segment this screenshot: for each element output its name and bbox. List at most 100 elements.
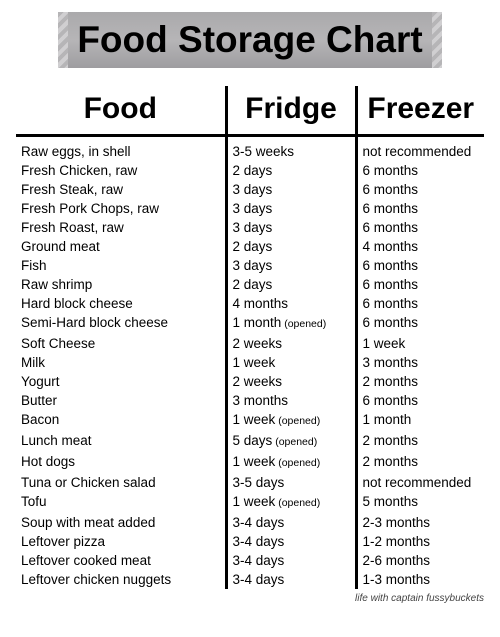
cell-food: Yogurt	[16, 372, 226, 391]
cell-food: Bacon	[16, 410, 226, 431]
cell-freezer: 3 months	[356, 353, 484, 372]
cell-food: Leftover pizza	[16, 532, 226, 551]
col-header-freezer: Freezer	[356, 86, 484, 136]
cell-freezer: 1-3 months	[356, 570, 484, 589]
cell-food: Leftover cooked meat	[16, 551, 226, 570]
cell-fridge: 2 weeks	[226, 334, 356, 353]
table-row: Butter3 months6 months	[16, 391, 484, 410]
cell-fridge: 3 days	[226, 218, 356, 237]
table-row: Soup with meat added3-4 days2-3 months	[16, 513, 484, 532]
cell-food: Fresh Roast, raw	[16, 218, 226, 237]
cell-food: Leftover chicken nuggets	[16, 570, 226, 589]
cell-freezer: 6 months	[356, 199, 484, 218]
cell-freezer: 6 months	[356, 391, 484, 410]
table-row: Ground meat2 days4 months	[16, 237, 484, 256]
table-row: Raw shrimp2 days6 months	[16, 275, 484, 294]
cell-food: Raw eggs, in shell	[16, 142, 226, 161]
cell-food: Fresh Chicken, raw	[16, 161, 226, 180]
table-row: Leftover pizza3-4 days1-2 months	[16, 532, 484, 551]
table-row: Fresh Steak, raw3 days6 months	[16, 180, 484, 199]
table-row: Fresh Pork Chops, raw3 days6 months	[16, 199, 484, 218]
cell-fridge: 1 week (opened)	[226, 410, 356, 431]
cell-fridge: 2 days	[226, 237, 356, 256]
table-row: Milk1 week3 months	[16, 353, 484, 372]
table-row: Leftover chicken nuggets3-4 days1-3 mont…	[16, 570, 484, 589]
cell-freezer: 6 months	[356, 275, 484, 294]
table-row: Fresh Chicken, raw2 days6 months	[16, 161, 484, 180]
cell-food: Soft Cheese	[16, 334, 226, 353]
cell-fridge: 1 week	[226, 353, 356, 372]
cell-fridge: 3-5 days	[226, 473, 356, 492]
cell-food: Hot dogs	[16, 452, 226, 473]
cell-freezer: 2 months	[356, 372, 484, 391]
cell-freezer: 6 months	[356, 161, 484, 180]
cell-fridge: 3-4 days	[226, 570, 356, 589]
cell-fridge: 1 month (opened)	[226, 313, 356, 334]
col-header-fridge: Fridge	[226, 86, 356, 136]
page-title: Food Storage Chart	[77, 19, 422, 61]
cell-fridge: 3 days	[226, 256, 356, 275]
fridge-note: (opened)	[272, 436, 317, 448]
table-row: Hard block cheese4 months6 months	[16, 294, 484, 313]
fridge-note: (opened)	[275, 415, 320, 427]
cell-fridge: 1 week (opened)	[226, 492, 356, 513]
cell-fridge: 1 week (opened)	[226, 452, 356, 473]
cell-fridge: 4 months	[226, 294, 356, 313]
cell-food: Semi-Hard block cheese	[16, 313, 226, 334]
cell-fridge: 5 days (opened)	[226, 431, 356, 452]
col-header-food: Food	[16, 86, 226, 136]
cell-freezer: not recommended	[356, 142, 484, 161]
cell-freezer: 1 month	[356, 410, 484, 431]
cell-food: Ground meat	[16, 237, 226, 256]
cell-fridge: 2 days	[226, 161, 356, 180]
table-row: Raw eggs, in shell3-5 weeksnot recommend…	[16, 142, 484, 161]
cell-fridge: 3 days	[226, 180, 356, 199]
cell-food: Hard block cheese	[16, 294, 226, 313]
fridge-note: (opened)	[275, 457, 320, 469]
credit-line: life with captain fussybuckets	[0, 589, 500, 604]
cell-food: Butter	[16, 391, 226, 410]
cell-fridge: 3-4 days	[226, 513, 356, 532]
cell-fridge: 3-5 weeks	[226, 142, 356, 161]
cell-food: Lunch meat	[16, 431, 226, 452]
header-row: Food Fridge Freezer	[16, 86, 484, 136]
cell-freezer: not recommended	[356, 473, 484, 492]
storage-table: Food Fridge Freezer Raw eggs, in shell3-…	[16, 86, 484, 589]
cell-freezer: 6 months	[356, 313, 484, 334]
table-body: Raw eggs, in shell3-5 weeksnot recommend…	[16, 136, 484, 589]
table-row: Lunch meat5 days (opened)2 months	[16, 431, 484, 452]
cell-freezer: 2-6 months	[356, 551, 484, 570]
table-row: Fresh Roast, raw3 days6 months	[16, 218, 484, 237]
cell-fridge: 2 days	[226, 275, 356, 294]
cell-food: Fresh Steak, raw	[16, 180, 226, 199]
cell-food: Tofu	[16, 492, 226, 513]
fridge-note: (opened)	[275, 497, 320, 509]
cell-fridge: 3 days	[226, 199, 356, 218]
table-row: Tuna or Chicken salad3-5 daysnot recomme…	[16, 473, 484, 492]
cell-fridge: 3-4 days	[226, 532, 356, 551]
cell-fridge: 2 weeks	[226, 372, 356, 391]
table-row: Bacon1 week (opened)1 month	[16, 410, 484, 431]
title-strip: Food Storage Chart	[60, 12, 440, 68]
cell-freezer: 4 months	[356, 237, 484, 256]
cell-food: Raw shrimp	[16, 275, 226, 294]
table-row: Tofu1 week (opened)5 months	[16, 492, 484, 513]
cell-freezer: 6 months	[356, 180, 484, 199]
fridge-note: (opened)	[281, 318, 326, 330]
cell-freezer: 6 months	[356, 294, 484, 313]
cell-food: Soup with meat added	[16, 513, 226, 532]
cell-freezer: 1 week	[356, 334, 484, 353]
table-row: Leftover cooked meat3-4 days2-6 months	[16, 551, 484, 570]
cell-freezer: 6 months	[356, 256, 484, 275]
cell-food: Fresh Pork Chops, raw	[16, 199, 226, 218]
cell-fridge: 3-4 days	[226, 551, 356, 570]
cell-food: Tuna or Chicken salad	[16, 473, 226, 492]
cell-food: Fish	[16, 256, 226, 275]
table-row: Hot dogs1 week (opened)2 months	[16, 452, 484, 473]
cell-freezer: 6 months	[356, 218, 484, 237]
table-row: Semi-Hard block cheese1 month (opened)6 …	[16, 313, 484, 334]
cell-fridge: 3 months	[226, 391, 356, 410]
cell-freezer: 2-3 months	[356, 513, 484, 532]
cell-freezer: 2 months	[356, 452, 484, 473]
table-row: Yogurt2 weeks2 months	[16, 372, 484, 391]
